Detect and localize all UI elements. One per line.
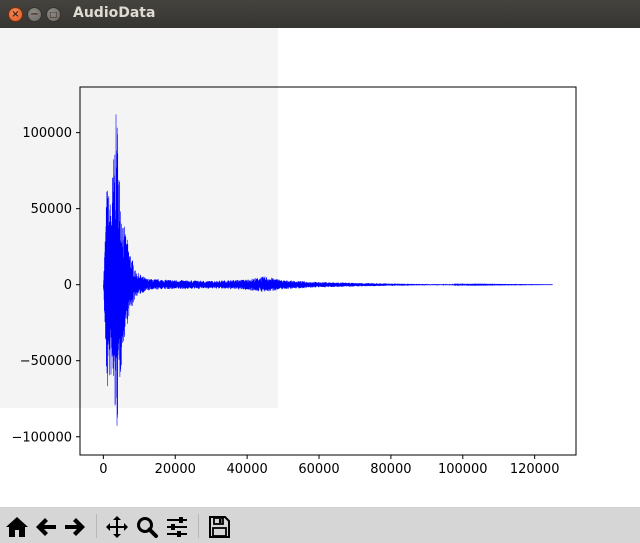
y-tick-label: 50000 [31, 202, 72, 217]
waveform-plot[interactable]: 0 20000 40000 60000 80000 100000 120000 −10000… [0, 28, 640, 507]
maximize-icon: □ [47, 8, 60, 21]
pan-move-icon [105, 515, 129, 539]
minimize-icon: − [28, 8, 41, 21]
y-tick-label: −100000 [11, 430, 72, 445]
x-axis: 0 20000 40000 60000 80000 100000 120000 [99, 455, 559, 477]
configure-subplots-icon [165, 515, 189, 539]
minimize-button[interactable]: − [27, 7, 42, 22]
back-arrow-icon [34, 515, 58, 539]
zoom-button[interactable] [134, 514, 160, 540]
maximize-button[interactable]: □ [46, 7, 61, 22]
close-button[interactable]: × [8, 7, 23, 22]
x-tick-label: 100000 [438, 462, 488, 477]
y-tick-label: 100000 [22, 126, 72, 141]
waveform-series [103, 114, 552, 425]
forward-button[interactable] [62, 514, 88, 540]
x-tick-label: 0 [99, 462, 107, 477]
x-tick-label: 80000 [370, 462, 411, 477]
back-button[interactable] [33, 514, 59, 540]
y-tick-label: −50000 [20, 354, 72, 369]
toolbar-separator [96, 514, 97, 538]
pan-button[interactable] [104, 514, 130, 540]
toolbar-separator [198, 514, 199, 538]
y-tick-label: 0 [64, 278, 72, 293]
home-icon [5, 515, 29, 539]
y-axis: −100000 −50000 0 50000 100000 [11, 126, 80, 445]
save-disk-icon [207, 515, 231, 539]
axes-frame [80, 87, 576, 455]
home-button[interactable] [4, 514, 30, 540]
forward-arrow-icon [63, 515, 87, 539]
x-tick-label: 20000 [155, 462, 196, 477]
window-titlebar: × − □ AudioData [0, 0, 640, 28]
zoom-magnifier-icon [135, 515, 159, 539]
window-title: AudioData [73, 5, 155, 21]
configure-subplots-button[interactable] [164, 514, 190, 540]
close-icon: × [9, 8, 22, 21]
x-tick-label: 40000 [226, 462, 267, 477]
axes-border [80, 87, 576, 455]
navigation-toolbar [0, 507, 640, 543]
x-tick-label: 60000 [298, 462, 339, 477]
x-tick-label: 120000 [510, 462, 560, 477]
waveform-line [103, 114, 552, 425]
save-button[interactable] [206, 514, 232, 540]
